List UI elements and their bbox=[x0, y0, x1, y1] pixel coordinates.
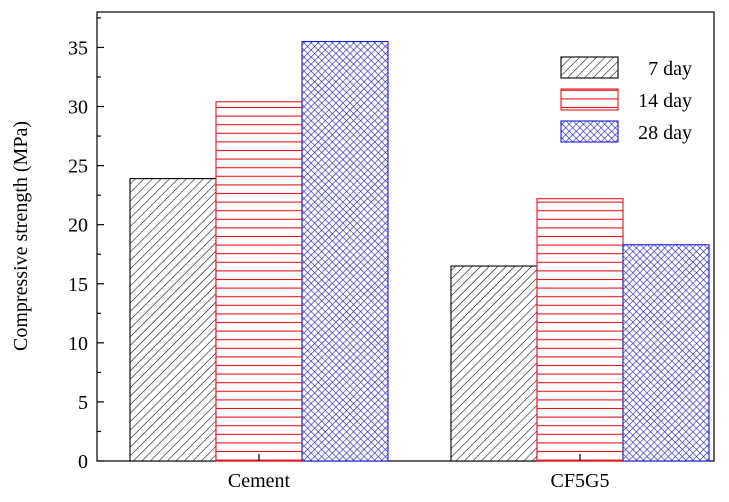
legend-label: 28 day bbox=[638, 122, 692, 144]
legend-label: 14 day bbox=[638, 90, 692, 112]
x-tick-label: Cement bbox=[228, 470, 291, 492]
y-tick-label: 30 bbox=[68, 97, 88, 119]
y-tick-label: 0 bbox=[78, 451, 88, 473]
y-tick-label: 20 bbox=[68, 215, 88, 237]
y-tick-label: 5 bbox=[78, 392, 88, 414]
y-tick-label: 15 bbox=[68, 274, 88, 296]
legend: 7 day 14 day 28 day bbox=[560, 56, 692, 144]
x-tick-label: CF5G5 bbox=[551, 470, 610, 492]
legend-swatch bbox=[560, 56, 619, 79]
x-tick-labels: Cement CF5G5 bbox=[228, 454, 610, 492]
plot-frame bbox=[96, 11, 715, 462]
bar-28-day-cf5g5 bbox=[622, 244, 710, 462]
y-axis-label: Compressive strength (MPa) bbox=[10, 121, 32, 351]
bar-7-day-cf5g5 bbox=[450, 265, 538, 462]
y-tick-label: 35 bbox=[68, 37, 88, 59]
bar-28-day-cement bbox=[301, 40, 389, 462]
y-tick-label: 25 bbox=[68, 156, 88, 178]
y-tick-label: 10 bbox=[68, 333, 88, 355]
ticks-layer: 0 5 10 15 20 25 30 35 bbox=[68, 17, 104, 473]
bar-14-day-cement bbox=[215, 101, 303, 462]
bar-7-day-cement bbox=[129, 178, 217, 462]
legend-label: 7 day bbox=[648, 58, 692, 80]
legend-swatch bbox=[560, 88, 619, 111]
bars-layer bbox=[129, 40, 710, 462]
bar-14-day-cf5g5 bbox=[536, 198, 624, 462]
legend-swatch bbox=[560, 120, 619, 143]
